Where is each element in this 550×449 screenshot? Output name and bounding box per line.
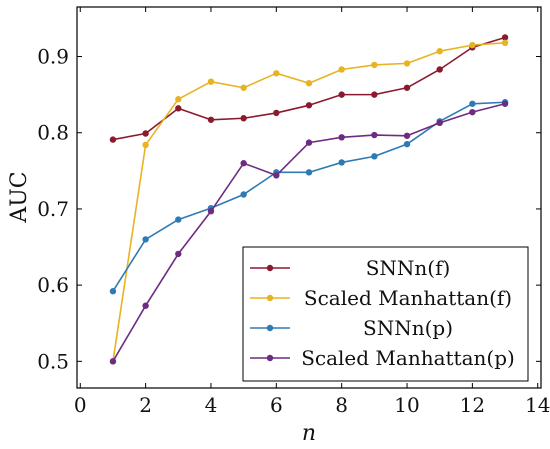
- x-tick-label: 10: [394, 393, 419, 417]
- data-point: [109, 358, 117, 365]
- legend-label: Scaled Manhattan(p): [301, 346, 515, 370]
- data-point: [207, 78, 215, 85]
- data-point: [273, 109, 280, 117]
- data-point: [469, 108, 476, 116]
- plot-frame: [76, 6, 542, 389]
- legend-swatch-marker: [266, 264, 274, 272]
- data-point: [469, 41, 476, 49]
- legend-label: Scaled Manhattan(f): [304, 286, 512, 310]
- data-point: [305, 139, 313, 146]
- data-point: [403, 84, 411, 91]
- legend-box: [242, 246, 529, 382]
- legend: SNNn(f) Scaled Manhattan(f) SNNn(p) Scal…: [242, 246, 529, 382]
- data-point: [142, 236, 149, 243]
- x-tick-label: 6: [270, 393, 283, 417]
- data-point: [305, 169, 313, 176]
- data-point: [371, 153, 378, 160]
- x-axis-label: n: [302, 421, 316, 446]
- data-point: [501, 39, 509, 47]
- y-tick-label: 0.6: [37, 273, 69, 297]
- legend-swatch-marker: [266, 354, 274, 362]
- data-point: [371, 131, 378, 139]
- data-point: [109, 136, 117, 143]
- data-point: [175, 96, 182, 103]
- data-point: [142, 130, 149, 137]
- legend-entry-3: SNNn(p): [250, 316, 453, 340]
- data-point: [109, 288, 117, 295]
- data-point: [501, 34, 509, 41]
- x-tick-label: 14: [525, 393, 550, 417]
- data-point: [240, 160, 247, 167]
- data-point: [240, 191, 247, 198]
- x-tick-label: 12: [460, 393, 485, 417]
- data-point: [175, 105, 182, 112]
- data-point: [338, 159, 345, 166]
- data-point: [240, 115, 247, 122]
- data-point: [501, 100, 509, 107]
- x-tick-label: 0: [74, 393, 87, 417]
- y-tick-label: 0.8: [37, 121, 69, 145]
- data-point: [469, 100, 476, 107]
- legend-label: SNNn(p): [363, 316, 453, 340]
- data-point: [305, 80, 313, 87]
- x-tick-label: 2: [139, 393, 152, 417]
- data-point: [207, 116, 215, 123]
- data-point: [338, 91, 345, 98]
- y-axis-label: AUC: [7, 171, 32, 223]
- data-point: [207, 208, 215, 215]
- legend-label: SNNn(f): [366, 256, 451, 280]
- data-point: [175, 250, 182, 258]
- x-tick-label: 8: [335, 393, 348, 417]
- data-point: [273, 70, 280, 77]
- data-point: [436, 47, 443, 55]
- legend-swatch-marker: [266, 294, 274, 302]
- data-point: [175, 216, 182, 223]
- legend-entry-4: Scaled Manhattan(p): [250, 346, 515, 370]
- legend-entry-1: SNNn(f): [250, 256, 450, 280]
- data-point: [305, 102, 313, 109]
- data-point: [142, 141, 149, 149]
- y-tick-label: 0.9: [37, 45, 69, 69]
- data-point: [338, 66, 345, 73]
- data-point: [240, 84, 247, 91]
- plot-area: [109, 34, 509, 365]
- data-point: [403, 60, 411, 67]
- data-point: [338, 134, 345, 141]
- legend-swatch-marker: [266, 324, 274, 332]
- data-point: [436, 119, 443, 127]
- x-tick-label: 4: [205, 393, 218, 417]
- series-line-1: [112, 36, 506, 141]
- data-point: [273, 172, 280, 179]
- legend-entry-2: Scaled Manhattan(f): [250, 286, 512, 310]
- data-point: [403, 132, 411, 139]
- axis-ticks: 0 2 4 6 8 10 12 14 0.5 0.6 0.7 0.8 0.9: [37, 7, 550, 417]
- data-point: [142, 302, 149, 309]
- y-tick-label: 0.7: [37, 197, 69, 221]
- data-point: [436, 66, 443, 73]
- data-point: [371, 91, 378, 98]
- data-point: [403, 140, 411, 148]
- data-point: [371, 61, 378, 69]
- y-tick-label: 0.5: [37, 349, 69, 373]
